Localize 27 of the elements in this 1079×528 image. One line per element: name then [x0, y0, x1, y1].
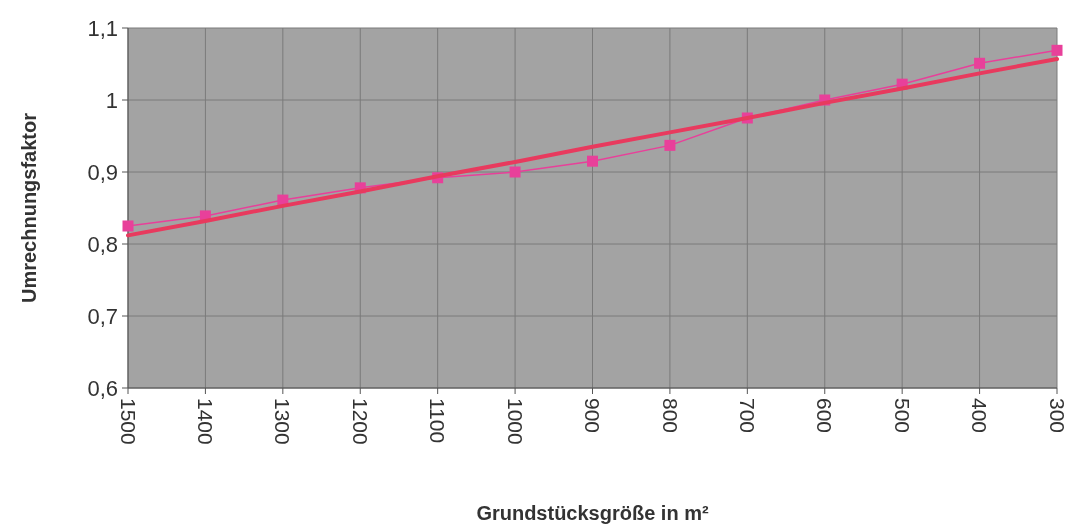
y-tick-label: 1,1: [87, 15, 118, 41]
point: [587, 155, 598, 167]
y-tick-label: 0,6: [87, 375, 118, 401]
point: [1051, 44, 1063, 56]
x-tick-label: 700: [735, 398, 759, 434]
x-tick-label: 800: [658, 398, 682, 434]
y-axis-title: Umrechnungsfaktor: [18, 112, 40, 304]
y-tick-label: 0,8: [87, 231, 118, 257]
y-tick-label: 1: [105, 87, 118, 113]
x-axis-title: Grundstücksgröße in m²: [476, 502, 709, 524]
x-tick-label: 300: [1045, 398, 1069, 434]
x-tick-label: 1300: [271, 398, 295, 445]
point: [664, 139, 676, 151]
y-tick-label: 0,7: [87, 303, 118, 329]
y-tick-label: 0,9: [87, 159, 118, 185]
x-tick-label: 500: [890, 398, 914, 434]
point: [509, 166, 521, 178]
point: [122, 220, 134, 232]
x-tick-label: 600: [813, 398, 837, 434]
x-tick-label: 1400: [194, 398, 218, 445]
x-tick-label: 400: [968, 398, 992, 434]
x-tick-label: 1200: [348, 398, 372, 445]
x-tick-label: 1500: [116, 398, 140, 445]
x-tick-label: 1100: [426, 398, 450, 444]
x-tick-label: 900: [581, 398, 605, 434]
point: [974, 57, 986, 69]
x-tick-label: 1000: [503, 398, 527, 445]
